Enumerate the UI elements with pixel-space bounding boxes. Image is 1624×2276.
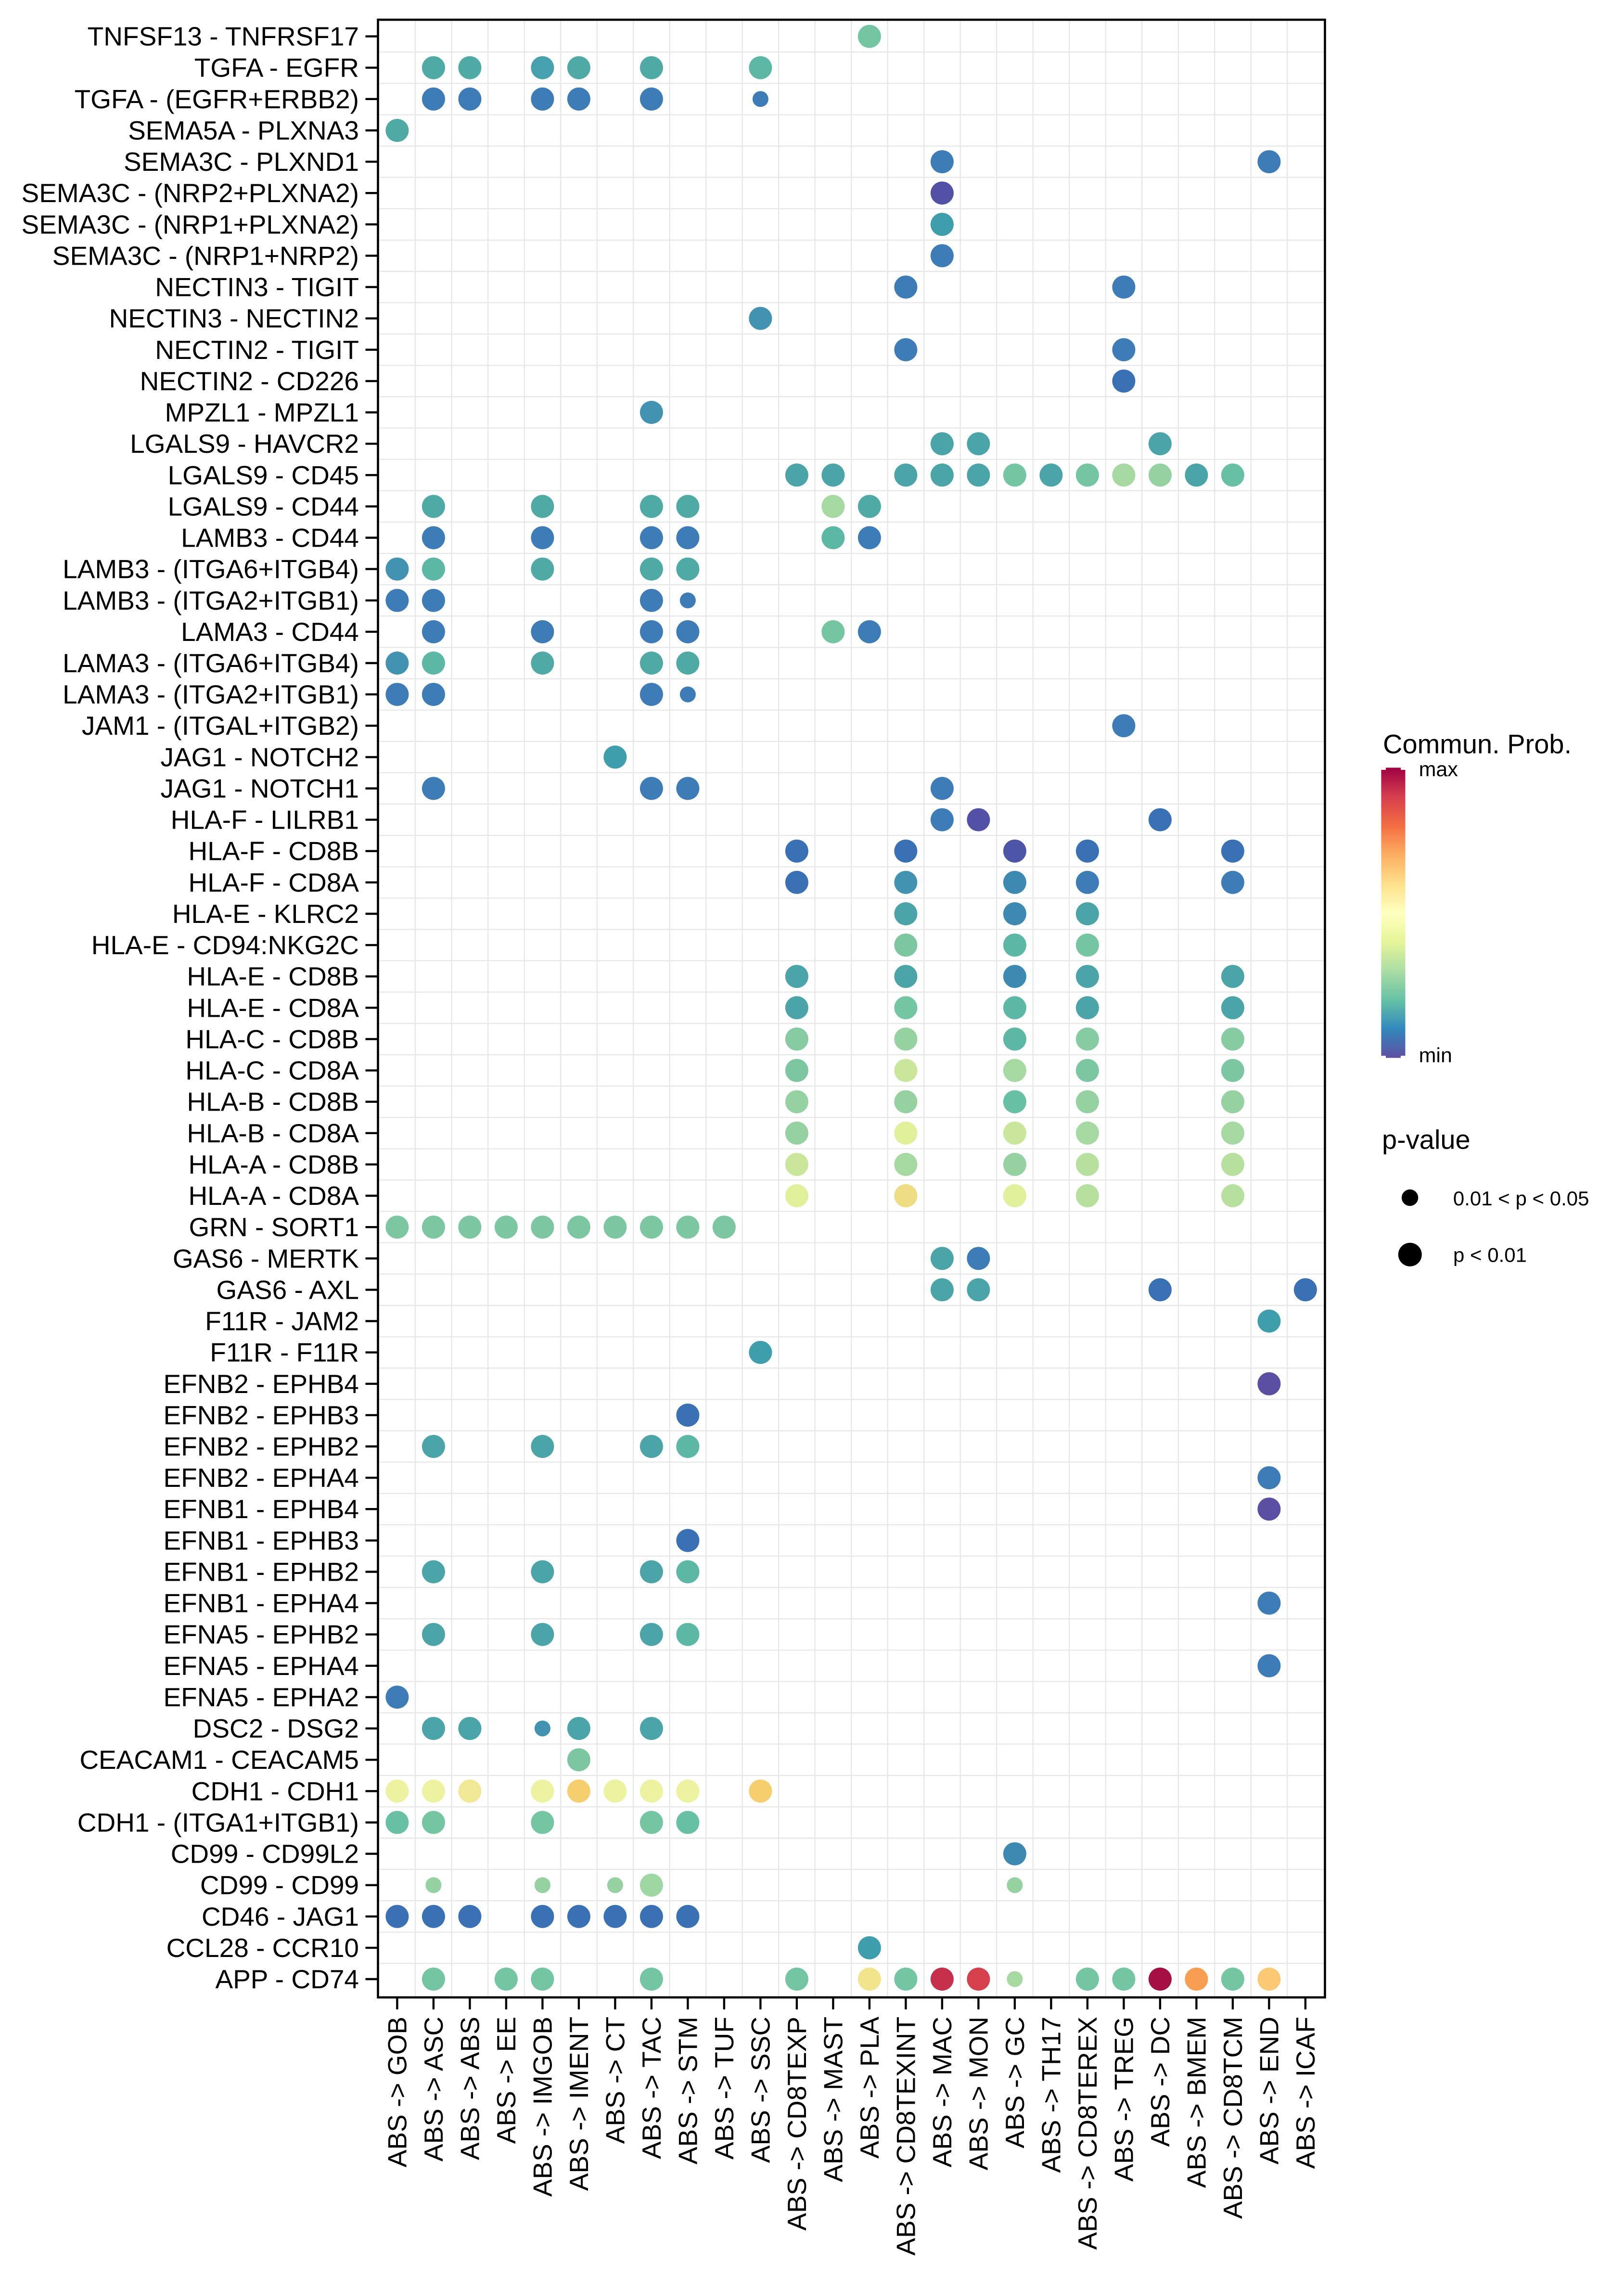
svg-text:EFNB1 - EPHA4: EFNB1 - EPHA4 (163, 1588, 359, 1618)
svg-text:GRN - SORT1: GRN - SORT1 (189, 1212, 359, 1242)
svg-text:EFNB2 - EPHB2: EFNB2 - EPHB2 (163, 1432, 359, 1461)
svg-text:ABS -> BMEM: ABS -> BMEM (1181, 2017, 1211, 2188)
svg-text:GAS6 - AXL: GAS6 - AXL (216, 1275, 359, 1304)
svg-text:SEMA3C - (NRP1+PLXNA2): SEMA3C - (NRP1+PLXNA2) (22, 209, 359, 239)
svg-text:EFNB1 - EPHB4: EFNB1 - EPHB4 (163, 1494, 359, 1524)
svg-text:HLA-E - CD8B: HLA-E - CD8B (187, 961, 359, 991)
svg-text:ABS -> MAC: ABS -> MAC (927, 2017, 957, 2167)
svg-text:JAG1 - NOTCH1: JAG1 - NOTCH1 (160, 774, 359, 804)
svg-text:TNFSF13 - TNFRSF17: TNFSF13 - TNFRSF17 (88, 22, 359, 51)
svg-text:JAG1 - NOTCH2: JAG1 - NOTCH2 (160, 742, 359, 772)
svg-text:HLA-A - CD8A: HLA-A - CD8A (188, 1181, 359, 1211)
svg-text:HLA-F - CD8B: HLA-F - CD8B (189, 836, 359, 866)
svg-text:APP - CD74: APP - CD74 (215, 1964, 359, 1994)
svg-text:0.01 < p < 0.05: 0.01 < p < 0.05 (1453, 1187, 1589, 1210)
svg-text:F11R - JAM2: F11R - JAM2 (205, 1306, 359, 1336)
svg-text:CD99 - CD99: CD99 - CD99 (200, 1870, 359, 1900)
svg-text:ABS -> SSC: ABS -> SSC (745, 2017, 775, 2163)
svg-text:HLA-B - CD8A: HLA-B - CD8A (187, 1118, 359, 1148)
svg-text:HLA-F - LILRB1: HLA-F - LILRB1 (171, 805, 359, 835)
svg-text:LAMA3 - (ITGA6+ITGB4): LAMA3 - (ITGA6+ITGB4) (63, 648, 359, 678)
svg-text:HLA-C - CD8A: HLA-C - CD8A (185, 1056, 359, 1086)
svg-text:SEMA3C - (NRP1+NRP2): SEMA3C - (NRP1+NRP2) (52, 241, 359, 270)
svg-text:ABS -> MON: ABS -> MON (963, 2017, 993, 2170)
svg-text:ABS -> GOB: ABS -> GOB (382, 2017, 412, 2167)
svg-text:HLA-C - CD8B: HLA-C - CD8B (185, 1024, 359, 1054)
svg-text:JAM1 - (ITGAL+ITGB2): JAM1 - (ITGAL+ITGB2) (82, 711, 359, 741)
svg-text:ABS -> CD8TEXINT: ABS -> CD8TEXINT (891, 2017, 921, 2256)
svg-text:EFNB1 - EPHB3: EFNB1 - EPHB3 (163, 1525, 359, 1555)
svg-text:ABS -> CD8TEREX: ABS -> CD8TEREX (1073, 2017, 1102, 2250)
svg-text:ABS -> TH17: ABS -> TH17 (1036, 2017, 1066, 2173)
svg-text:DSC2 - DSG2: DSC2 - DSG2 (193, 1713, 359, 1743)
svg-text:LGALS9 - HAVCR2: LGALS9 - HAVCR2 (130, 429, 359, 459)
svg-text:ABS -> TAC: ABS -> TAC (637, 2017, 666, 2159)
svg-text:ABS -> ABS: ABS -> ABS (455, 2017, 485, 2160)
svg-text:LAMB3 - CD44: LAMB3 - CD44 (181, 523, 359, 553)
svg-text:EFNB1 - EPHB2: EFNB1 - EPHB2 (163, 1557, 359, 1587)
svg-text:EFNB2 - EPHB3: EFNB2 - EPHB3 (163, 1400, 359, 1430)
svg-text:ABS -> STM: ABS -> STM (673, 2017, 703, 2164)
svg-text:CCL28 - CCR10: CCL28 - CCR10 (166, 1933, 359, 1963)
svg-text:LGALS9 - CD45: LGALS9 - CD45 (168, 460, 359, 490)
svg-text:HLA-F - CD8A: HLA-F - CD8A (189, 868, 359, 897)
svg-text:CD99 - CD99L2: CD99 - CD99L2 (171, 1839, 359, 1869)
svg-text:LAMB3 - (ITGA6+ITGB4): LAMB3 - (ITGA6+ITGB4) (63, 554, 359, 584)
svg-text:ABS -> MAST: ABS -> MAST (818, 2017, 848, 2182)
svg-text:EFNB2 - EPHA4: EFNB2 - EPHA4 (163, 1463, 359, 1493)
svg-text:HLA-E - CD8A: HLA-E - CD8A (187, 993, 359, 1023)
svg-text:p-value: p-value (1382, 1125, 1471, 1155)
svg-text:max: max (1419, 758, 1458, 781)
svg-text:ABS -> TREG: ABS -> TREG (1109, 2017, 1138, 2182)
svg-text:ABS -> END: ABS -> END (1254, 2017, 1284, 2164)
svg-text:ABS -> ICAF: ABS -> ICAF (1291, 2017, 1320, 2169)
svg-text:SEMA3C - (NRP2+PLXNA2): SEMA3C - (NRP2+PLXNA2) (22, 178, 359, 208)
svg-text:CDH1 - (ITGA1+ITGB1): CDH1 - (ITGA1+ITGB1) (77, 1807, 359, 1837)
svg-text:ABS -> GC: ABS -> GC (1000, 2017, 1030, 2148)
svg-text:ABS -> PLA: ABS -> PLA (855, 2017, 884, 2159)
svg-text:ABS -> EE: ABS -> EE (491, 2017, 521, 2144)
svg-text:LAMA3 - (ITGA2+ITGB1): LAMA3 - (ITGA2+ITGB1) (63, 679, 359, 709)
svg-text:MPZL1 - MPZL1: MPZL1 - MPZL1 (165, 397, 359, 427)
svg-text:ABS -> ASC: ABS -> ASC (419, 2017, 448, 2161)
svg-text:Commun. Prob.: Commun. Prob. (1383, 729, 1572, 759)
svg-text:EFNB2 - EPHB4: EFNB2 - EPHB4 (163, 1369, 359, 1399)
svg-text:NECTIN2 - TIGIT: NECTIN2 - TIGIT (155, 335, 359, 365)
svg-text:p < 0.01: p < 0.01 (1453, 1244, 1527, 1266)
svg-text:SEMA3C - PLXND1: SEMA3C - PLXND1 (124, 147, 359, 177)
svg-text:LAMB3 - (ITGA2+ITGB1): LAMB3 - (ITGA2+ITGB1) (63, 586, 359, 615)
svg-text:CD46 - JAG1: CD46 - JAG1 (202, 1902, 359, 1931)
svg-text:ABS -> IMGOB: ABS -> IMGOB (527, 2017, 557, 2197)
svg-text:EFNA5 - EPHB2: EFNA5 - EPHB2 (163, 1620, 359, 1649)
svg-text:CDH1 - CDH1: CDH1 - CDH1 (192, 1776, 359, 1806)
svg-text:GAS6 - MERTK: GAS6 - MERTK (173, 1243, 359, 1273)
svg-text:NECTIN3 - NECTIN2: NECTIN3 - NECTIN2 (109, 304, 359, 333)
svg-text:ABS -> CD8TEXP: ABS -> CD8TEXP (782, 2017, 812, 2231)
svg-text:HLA-B - CD8B: HLA-B - CD8B (187, 1087, 359, 1117)
svg-text:LAMA3 - CD44: LAMA3 - CD44 (181, 617, 359, 647)
svg-text:HLA-A - CD8B: HLA-A - CD8B (188, 1150, 359, 1179)
svg-text:TGFA - (EGFR+ERBB2): TGFA - (EGFR+ERBB2) (75, 84, 359, 114)
svg-text:ABS -> TUF: ABS -> TUF (709, 2017, 739, 2160)
svg-text:F11R - F11R: F11R - F11R (210, 1338, 359, 1368)
svg-text:ABS -> DC: ABS -> DC (1145, 2017, 1175, 2147)
svg-text:NECTIN3 - TIGIT: NECTIN3 - TIGIT (155, 272, 359, 302)
svg-text:ABS -> CD8TCM: ABS -> CD8TCM (1218, 2017, 1248, 2219)
svg-text:ABS -> CT: ABS -> CT (600, 2017, 630, 2144)
svg-text:NECTIN2 - CD226: NECTIN2 - CD226 (140, 366, 359, 396)
svg-text:LGALS9 - CD44: LGALS9 - CD44 (168, 491, 359, 521)
svg-text:HLA-E - KLRC2: HLA-E - KLRC2 (172, 899, 359, 929)
svg-text:ABS -> IMENT: ABS -> IMENT (564, 2017, 594, 2191)
svg-text:TGFA - EGFR: TGFA - EGFR (194, 53, 359, 83)
svg-text:CEACAM1 - CEACAM5: CEACAM1 - CEACAM5 (79, 1745, 359, 1775)
svg-text:SEMA5A - PLXNA3: SEMA5A - PLXNA3 (128, 115, 359, 145)
svg-text:HLA-E - CD94:NKG2C: HLA-E - CD94:NKG2C (91, 930, 359, 960)
svg-text:EFNA5 - EPHA4: EFNA5 - EPHA4 (163, 1651, 359, 1681)
svg-text:min: min (1419, 1044, 1452, 1067)
svg-text:EFNA5 - EPHA2: EFNA5 - EPHA2 (163, 1682, 359, 1712)
